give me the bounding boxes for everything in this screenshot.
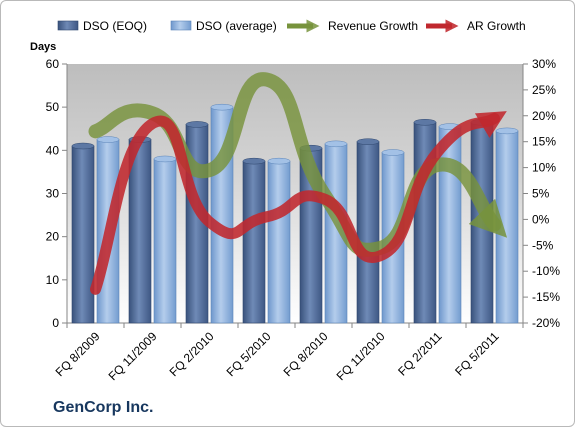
y-right-tick-label: -5% bbox=[532, 238, 554, 252]
y-right-tick-label: 10% bbox=[532, 161, 556, 175]
bar-cap-dso-average bbox=[381, 149, 405, 156]
bar-dso-eoq bbox=[356, 141, 380, 324]
bar-dso-average bbox=[438, 126, 462, 324]
y-left-axis-title: Days bbox=[30, 41, 56, 53]
y-left-tick-label: 60 bbox=[46, 57, 60, 71]
y-right-tick-label: 0% bbox=[532, 212, 550, 226]
x-tick-label: FQ 11/2009 bbox=[106, 329, 160, 383]
y-right-tick-label: 20% bbox=[532, 109, 556, 123]
x-tick-label: FQ 2/2011 bbox=[395, 329, 445, 379]
y-right-tick-label: 15% bbox=[532, 135, 556, 149]
legend-label: DSO (EOQ) bbox=[83, 19, 147, 33]
x-tick-label: FQ 8/2010 bbox=[281, 329, 331, 379]
x-tick-label: FQ 11/2010 bbox=[334, 329, 388, 383]
bar-cap-dso-average bbox=[96, 136, 120, 143]
bar-cap-dso-average bbox=[267, 157, 291, 165]
bar-dso-average bbox=[153, 158, 177, 324]
y-right-tick-label: -10% bbox=[532, 264, 560, 278]
y-right-tick-label: 5% bbox=[532, 187, 550, 201]
y-left-tick-label: 20 bbox=[46, 230, 60, 244]
bar-cap-dso-average bbox=[210, 103, 234, 111]
legend-swatch-dso-average bbox=[170, 20, 192, 31]
bar-dso-average bbox=[267, 160, 291, 324]
y-left-tick-label: 40 bbox=[46, 143, 60, 157]
legend-label: DSO (average) bbox=[196, 19, 277, 33]
bar-cap-dso-eoq bbox=[356, 138, 380, 145]
legend-swatch-dso-eoq bbox=[57, 20, 79, 31]
x-tick-label: FQ 2/2010 bbox=[167, 329, 217, 379]
x-tick-label: FQ 5/2010 bbox=[224, 329, 274, 379]
y-right-tick-label: 30% bbox=[532, 57, 556, 71]
bar-cap-dso-eoq bbox=[71, 142, 95, 150]
bar-cap-dso-eoq bbox=[242, 157, 266, 165]
y-left-tick-label: 30 bbox=[46, 187, 60, 201]
bar-cap-dso-average bbox=[153, 155, 177, 163]
y-left-tick-label: 50 bbox=[46, 100, 60, 114]
bar-dso-eoq bbox=[71, 145, 95, 324]
bar-cap-dso-average bbox=[495, 127, 519, 135]
y-right-tick-label: -15% bbox=[532, 290, 560, 304]
company-name: GenCorp Inc. bbox=[53, 399, 154, 416]
y-right-tick-label: 25% bbox=[532, 83, 556, 97]
bar-dso-eoq bbox=[242, 160, 266, 324]
legend-label: Revenue Growth bbox=[328, 19, 418, 33]
bar-cap-dso-eoq bbox=[185, 121, 209, 128]
bar-cap-dso-average bbox=[324, 140, 348, 148]
growth-lines bbox=[88, 72, 508, 295]
x-tick-label: FQ 8/2009 bbox=[53, 329, 103, 379]
y-left-tick-label: 10 bbox=[46, 273, 60, 287]
ar-growth-line bbox=[90, 111, 507, 295]
legend-label: AR Growth bbox=[467, 19, 526, 33]
bar-cap-dso-eoq bbox=[413, 119, 437, 126]
y-left-tick-label: 0 bbox=[52, 316, 59, 330]
bar-dso-eoq bbox=[128, 139, 152, 324]
x-tick-label: FQ 5/2011 bbox=[452, 329, 502, 379]
legend: DSO (EOQ) DSO (average) Revenue Growth AR G… bbox=[57, 19, 526, 33]
y-right-tick-label: -20% bbox=[532, 316, 560, 330]
